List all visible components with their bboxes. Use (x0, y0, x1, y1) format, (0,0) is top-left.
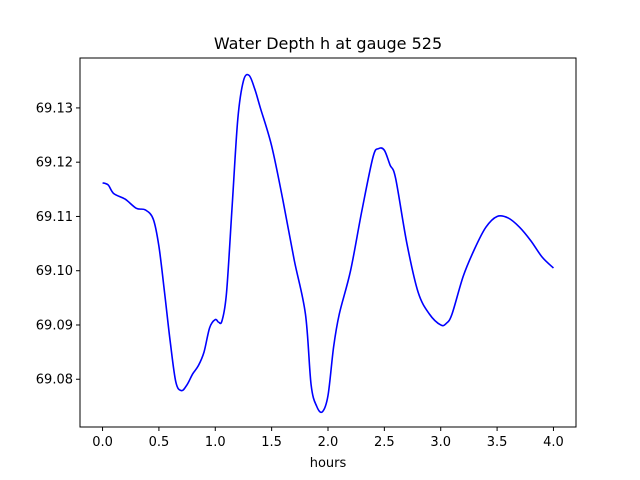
y-tick-label: 69.09 (36, 318, 73, 333)
x-axis-ticks: 0.0 0.5 1.0 1.5 2.0 2.5 3.0 3.5 4.0 (92, 427, 564, 450)
x-tick-label: 3.5 (487, 435, 508, 450)
x-tick-label: 4.0 (543, 435, 564, 450)
x-tick-label: 1.0 (205, 435, 226, 450)
x-tick-label: 2.0 (318, 435, 339, 450)
x-tick-label: 3.0 (430, 435, 451, 450)
y-tick-label: 69.10 (36, 264, 73, 279)
y-tick-label: 69.12 (36, 156, 73, 171)
y-tick-label: 69.13 (36, 101, 73, 116)
y-tick-label: 69.11 (36, 210, 73, 225)
series-layer (102, 73, 555, 414)
x-tick-label: 1.5 (261, 435, 282, 450)
series-line-0 (102, 73, 555, 414)
y-tick-label: 69.08 (36, 373, 73, 388)
x-tick-label: 0.0 (92, 435, 113, 450)
x-tick-label: 2.5 (374, 435, 395, 450)
chart-title: Water Depth h at gauge 525 (214, 34, 442, 53)
x-tick-label: 0.5 (149, 435, 170, 450)
x-axis-label: hours (310, 456, 347, 471)
y-axis-ticks: 69.08 69.09 69.10 69.11 69.12 69.13 (36, 101, 80, 388)
